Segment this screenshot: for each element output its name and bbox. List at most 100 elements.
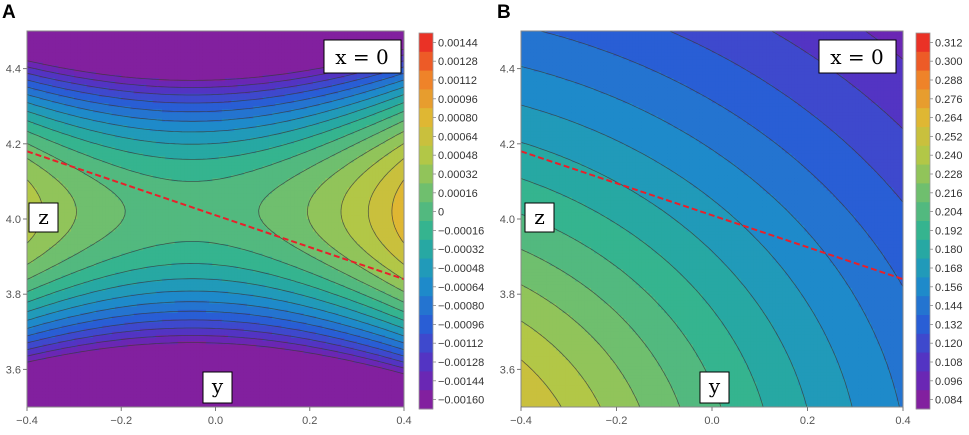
contour-cell <box>55 96 60 101</box>
contour-cell <box>48 341 53 345</box>
contour-cell <box>124 244 129 248</box>
contour-cell <box>39 172 44 176</box>
contour-cell <box>77 150 82 154</box>
contour-cell <box>36 43 41 48</box>
contour-cell <box>67 31 72 35</box>
contour-cell <box>58 316 63 320</box>
contour-cell <box>152 103 157 107</box>
contour-cell <box>48 291 53 295</box>
contour-cell <box>146 46 151 51</box>
contour-cell <box>105 190 110 195</box>
contour-cell <box>152 338 157 342</box>
contour-cell <box>55 56 60 60</box>
contour-cell <box>92 115 97 120</box>
contour-cell <box>67 363 72 367</box>
contour-cell <box>130 275 135 280</box>
contour-cell <box>155 256 160 261</box>
contour-cell <box>155 159 160 164</box>
contour-cell <box>42 103 47 107</box>
contour-cell <box>61 275 66 280</box>
contour-cell <box>80 353 85 358</box>
contour-cell <box>92 385 97 389</box>
contour-cell <box>99 391 103 396</box>
contour-cell <box>67 300 72 305</box>
contour-cell <box>36 397 41 402</box>
contour-cell <box>108 184 113 189</box>
contour-cell <box>108 156 113 161</box>
contour-cell <box>136 43 141 48</box>
contour-cell <box>74 90 78 95</box>
contour-cell <box>67 103 72 107</box>
contour-cell <box>70 334 75 339</box>
contour-cell <box>96 328 100 333</box>
contour-cell <box>61 59 66 63</box>
contour-cell <box>39 106 44 110</box>
contour-cell <box>114 381 119 386</box>
contour-cell <box>70 34 75 38</box>
contour-cell <box>140 334 144 339</box>
contour-cell <box>83 121 88 126</box>
contour-cell <box>96 397 100 402</box>
contour-cell <box>70 291 75 295</box>
contour-cell <box>74 187 78 192</box>
contour-cell <box>99 319 103 323</box>
contour-cell <box>58 74 63 79</box>
contour-cell <box>108 74 113 79</box>
contour-cell <box>96 300 100 305</box>
contour-cell <box>105 403 110 407</box>
contour-cell <box>121 131 125 135</box>
contour-cell <box>121 403 125 407</box>
contour-cell <box>99 78 103 82</box>
contour-cell <box>155 112 160 117</box>
contour-cell <box>36 381 41 386</box>
contour-cell <box>124 287 129 292</box>
contour-cell <box>130 112 135 117</box>
contour-cell <box>70 159 75 164</box>
contour-cell <box>118 128 122 132</box>
contour-cell <box>36 306 41 311</box>
contour-cell <box>80 284 85 289</box>
contour-cell <box>86 212 91 217</box>
contour-cell <box>155 228 160 233</box>
contour-cell <box>27 341 31 345</box>
contour-cell <box>42 190 47 195</box>
contour-cell <box>155 78 160 82</box>
contour-cell <box>61 316 66 320</box>
contour-cell <box>89 93 94 98</box>
contour-cell <box>143 347 147 352</box>
contour-cell <box>96 266 100 270</box>
contour-cell <box>77 394 82 399</box>
contour-cell <box>152 172 157 176</box>
contour-cell <box>86 394 91 399</box>
contour-cell <box>36 244 41 248</box>
contour-cell <box>30 156 34 161</box>
contour-cell <box>74 381 78 386</box>
contour-cell <box>27 74 31 79</box>
contour-cell <box>74 240 78 245</box>
contour-cell <box>74 46 78 51</box>
contour-cell <box>61 87 66 92</box>
contour-cell <box>83 62 88 67</box>
contour-cell <box>55 244 60 248</box>
contour-cell <box>77 209 82 214</box>
contour-cell <box>52 87 56 92</box>
contour-cell <box>33 200 38 204</box>
contour-cell <box>96 112 100 117</box>
contour-cell <box>61 206 66 211</box>
contour-cell <box>155 237 160 242</box>
contour-cell <box>149 313 154 317</box>
contour-cell <box>36 278 41 283</box>
contour-cell <box>152 297 157 302</box>
contour-cell <box>114 125 119 129</box>
contour-cell <box>124 68 129 73</box>
contour-cell <box>74 109 78 114</box>
contour-cell <box>77 388 82 392</box>
contour-cell <box>108 212 113 217</box>
contour-cell <box>133 369 138 374</box>
contour-cell <box>52 284 56 289</box>
contour-cell <box>146 125 151 129</box>
contour-cell <box>83 71 88 76</box>
contour-cell <box>42 278 47 283</box>
contour-cell <box>70 49 75 54</box>
contour-cell <box>130 109 135 114</box>
